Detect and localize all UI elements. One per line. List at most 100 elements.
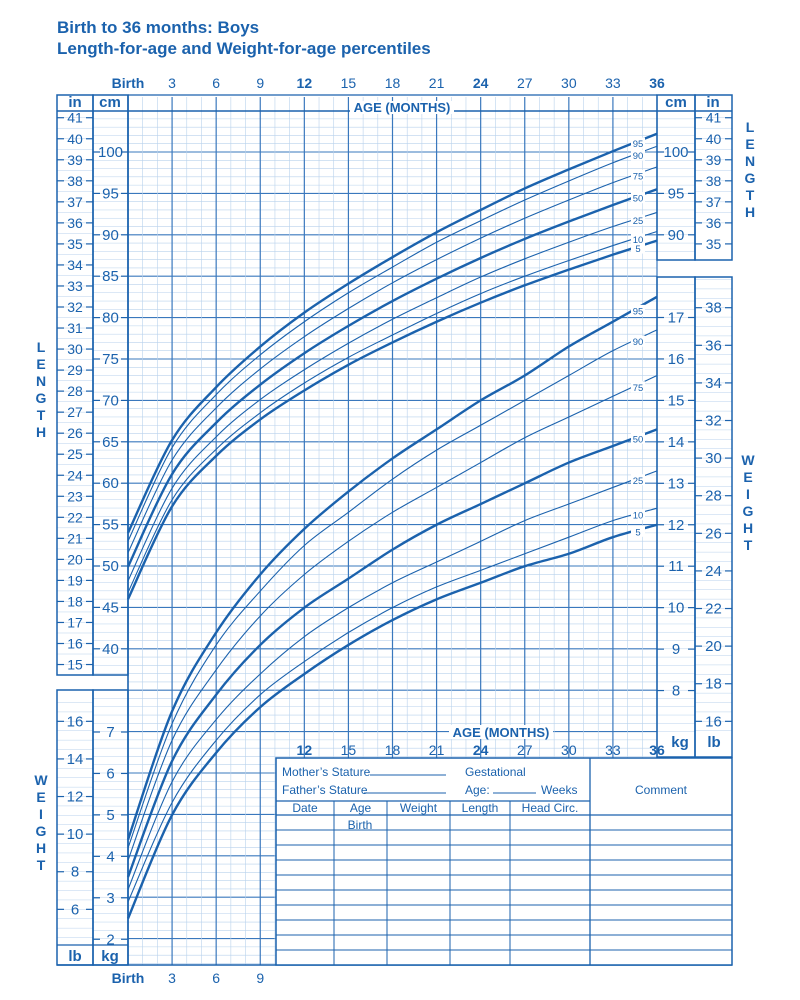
- tick-label: 35: [706, 236, 722, 252]
- age-tick-label: 9: [256, 970, 264, 986]
- tick-label: 22: [705, 601, 722, 618]
- table-column-header: Weight: [400, 801, 438, 815]
- unit-label-kg: kg: [101, 948, 119, 965]
- age-axis-label: AGE (MONTHS): [453, 725, 550, 740]
- age-tick-label: 33: [605, 75, 621, 91]
- tick-label: 37: [67, 194, 83, 210]
- tick-label: 29: [67, 362, 83, 378]
- age-tick-label: 18: [385, 75, 401, 91]
- tick-label: 20: [705, 638, 722, 655]
- label-background: [631, 525, 645, 537]
- weeks-label: Weeks: [541, 783, 577, 797]
- label-background: [631, 137, 645, 149]
- tick-label: 40: [67, 131, 83, 147]
- weight-percentile-95-curve: [126, 295, 658, 841]
- age-tick-label: 27: [517, 75, 533, 91]
- tick-label: 14: [668, 434, 685, 451]
- tick-label: 16: [67, 713, 84, 730]
- tick-label: 17: [668, 310, 685, 327]
- label-background: [631, 192, 645, 204]
- table-column-header: Length: [462, 801, 499, 815]
- age-tick-label: 3: [168, 75, 176, 91]
- tick-label: 24: [705, 563, 722, 580]
- tick-label: 8: [71, 864, 79, 881]
- tick-label: 12: [668, 517, 685, 534]
- label-background: [631, 474, 645, 486]
- tick-label: 19: [67, 572, 83, 588]
- tick-label: 22: [67, 509, 83, 525]
- age-tick-label: 3: [168, 970, 176, 986]
- percentile-label: 50: [633, 194, 644, 205]
- tick-label: 75: [102, 351, 119, 368]
- tick-label: 32: [67, 299, 83, 315]
- length-percentile-10-curve: [127, 230, 658, 593]
- label-background: [631, 169, 645, 181]
- age-tick-label: 30: [561, 742, 577, 758]
- age-tick-label: 24: [473, 75, 489, 91]
- tick-label: 36: [706, 215, 722, 231]
- tick-label: 35: [67, 236, 83, 252]
- label-background: [350, 101, 454, 114]
- tick-label: 14: [67, 751, 84, 768]
- unit-label-in: in: [68, 94, 81, 111]
- chart-title: Birth to 36 months: Boys: [57, 18, 260, 37]
- percentile-label: 25: [633, 476, 644, 487]
- tick-label: 28: [705, 488, 722, 505]
- tick-label: 36: [67, 215, 83, 231]
- tick-label: 95: [102, 185, 119, 202]
- tick-label: 38: [705, 300, 722, 317]
- tick-label: 90: [668, 227, 685, 244]
- tick-label: 30: [67, 341, 83, 357]
- tick-label: 18: [67, 593, 83, 609]
- unit-label-in: in: [706, 94, 719, 111]
- tick-label: 8: [672, 683, 680, 700]
- age-tick-label: 9: [256, 75, 264, 91]
- age-tick-label: Birth: [112, 970, 145, 986]
- gestational-age-label: Age:: [465, 783, 490, 797]
- tick-label: 15: [67, 657, 83, 673]
- age-tick-label: 24: [473, 742, 489, 758]
- age-axis-label: AGE (MONTHS): [354, 100, 451, 115]
- tick-label: 30: [705, 450, 722, 467]
- percentile-label: 90: [633, 151, 644, 162]
- length-percentile-75-curve: [127, 166, 658, 553]
- tick-label: 6: [71, 901, 79, 918]
- label-background: [449, 725, 553, 739]
- gestational-label: Gestational: [465, 765, 526, 779]
- unit-label-kg: kg: [671, 734, 689, 751]
- tick-label: 2: [106, 931, 114, 948]
- percentile-label: 95: [633, 139, 644, 150]
- tick-label: 26: [67, 425, 83, 441]
- age-tick-label: 6: [212, 75, 220, 91]
- age-tick-label: 18: [385, 742, 401, 758]
- tick-label: 21: [67, 530, 83, 546]
- tick-label: 3: [106, 890, 114, 907]
- weight-percentile-90-curve: [127, 329, 658, 849]
- length-percentile-5-curve: [126, 239, 658, 600]
- tick-label: 20: [67, 551, 83, 567]
- unit-label-cm: cm: [99, 94, 121, 111]
- age-tick-label: 27: [517, 742, 533, 758]
- label-background: [631, 432, 645, 444]
- tick-label: 6: [106, 765, 114, 782]
- weight-percentile-10-curve: [127, 507, 658, 903]
- tick-label: 28: [67, 383, 83, 399]
- label-background: [631, 381, 645, 393]
- age-tick-label: 36: [649, 75, 665, 91]
- tick-label: 26: [705, 525, 722, 542]
- tick-label: 41: [67, 110, 83, 126]
- percentile-label: 10: [633, 235, 644, 246]
- tick-label: 90: [102, 227, 119, 244]
- age-tick-label: 6: [212, 970, 220, 986]
- percentile-label: 25: [633, 216, 644, 227]
- tick-label: 40: [102, 641, 119, 658]
- percentile-label: 5: [635, 527, 640, 538]
- tick-label: 85: [102, 268, 119, 285]
- tick-label: 45: [102, 599, 119, 616]
- age-tick-label: 12: [297, 742, 313, 758]
- comment-header: Comment: [635, 783, 688, 797]
- axis-frame: [92, 94, 129, 676]
- unit-label-lb: lb: [707, 734, 720, 751]
